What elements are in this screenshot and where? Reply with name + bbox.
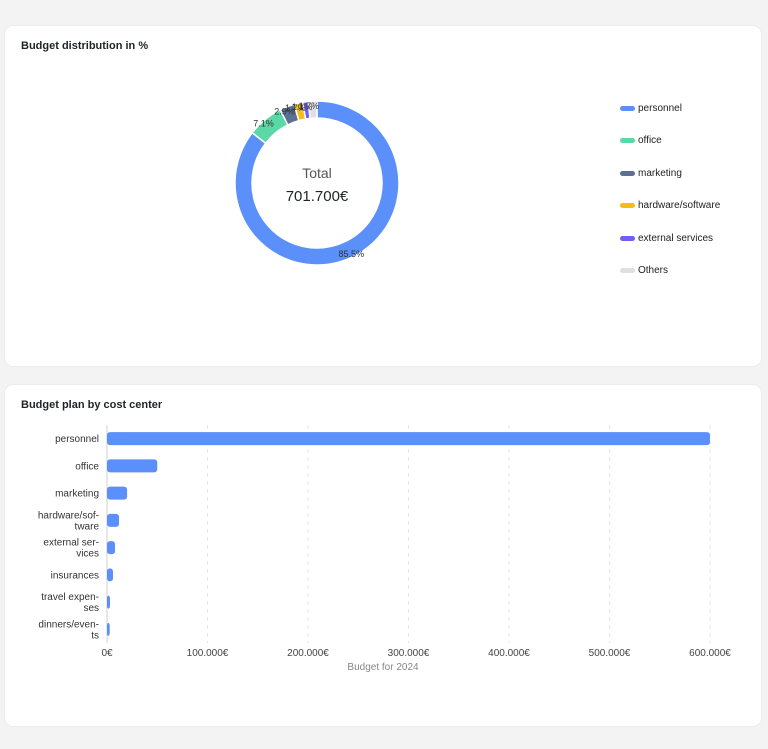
bar-personnel[interactable] xyxy=(107,432,710,446)
donut-slice-label: 85.5% xyxy=(339,249,365,259)
legend-label: office xyxy=(638,135,662,147)
bar-hardware-software[interactable] xyxy=(107,513,120,527)
legend-item-hardware-software[interactable]: hardware/software xyxy=(620,190,720,223)
bar-x-tick-label: 500.000€ xyxy=(589,648,631,659)
bar-category-label: hardware/sof-tware xyxy=(38,510,100,532)
legend-swatch xyxy=(620,105,635,111)
legend-label: external services xyxy=(638,232,714,244)
bar-x-tick-label: 300.000€ xyxy=(388,648,430,659)
bar-card-title: Budget plan by cost center xyxy=(21,399,163,411)
legend-swatch xyxy=(620,235,635,241)
donut-slice-personnel[interactable] xyxy=(234,100,400,266)
legend-label: hardware/software xyxy=(638,200,721,212)
donut-center-value: 701.700€ xyxy=(286,188,349,205)
legend-swatch xyxy=(620,170,635,176)
budget-distribution-card: Budget distribution in % 85.5% 7.1% 2.9% 1.… xyxy=(5,26,761,366)
legend-item-marketing[interactable]: marketing xyxy=(620,157,720,190)
bar-travel-expenses[interactable] xyxy=(107,595,111,609)
bar-category-label: office xyxy=(75,461,99,472)
donut-legend: personnel office marketing hardware/softwar… xyxy=(620,92,720,287)
bar-x-tick-label: 400.000€ xyxy=(488,648,530,659)
bar-category-label: marketing xyxy=(55,489,99,500)
legend-swatch xyxy=(620,203,635,209)
bar-office[interactable] xyxy=(107,459,158,473)
donut-card-title: Budget distribution in % xyxy=(21,40,149,52)
donut-slice-label: 1.7% xyxy=(299,101,320,111)
bar-category-label: travel expen-ses xyxy=(41,592,99,614)
donut-slice-others[interactable] xyxy=(307,100,318,120)
legend-swatch xyxy=(620,268,635,274)
donut-slice-label: 1.7% xyxy=(285,103,306,113)
budget-plan-card: Budget plan by cost center 0€ 100.000€ 200… xyxy=(5,385,761,726)
donut-center-label: Total xyxy=(302,165,332,181)
bar-category-label: personnel xyxy=(55,434,99,445)
donut-slice-label: 1.1% xyxy=(292,102,313,112)
bar-category-label: external ser-vices xyxy=(43,538,99,560)
bar-category-label: dinners/even-ts xyxy=(38,619,99,641)
donut-slice-label: 7.1% xyxy=(253,119,274,129)
legend-swatch xyxy=(620,138,635,144)
bar-x-tick-label: 600.000€ xyxy=(689,648,731,659)
legend-item-office[interactable]: office xyxy=(620,125,720,158)
bar-x-tick-label: 200.000€ xyxy=(287,648,329,659)
bar-x-tick-label: 100.000€ xyxy=(187,648,229,659)
legend-item-personnel[interactable]: personnel xyxy=(620,92,720,125)
bar-x-axis-label: Budget for 2024 xyxy=(347,662,419,673)
bar-category-label: insurances xyxy=(51,570,99,581)
donut-chart: 85.5%7.1%2.9%1.7%1.1%1.7% Total 701.700€ xyxy=(234,100,400,266)
bar-insurances[interactable] xyxy=(107,568,114,582)
legend-label: Others xyxy=(638,265,669,277)
bar-x-tick-label: 0€ xyxy=(101,648,113,659)
bar-marketing[interactable] xyxy=(107,486,128,500)
bar-chart: 0€ 100.000€ 200.000€ 300.000€ 400.000€ 500.00… xyxy=(38,425,731,673)
bar-dinners-events[interactable] xyxy=(107,622,110,636)
legend-label: marketing xyxy=(638,167,682,179)
legend-item-others[interactable]: Others xyxy=(620,255,720,288)
legend-item-external-services[interactable]: external services xyxy=(620,222,720,255)
legend-label: personnel xyxy=(638,102,682,114)
donut-slice-label: 2.9% xyxy=(274,106,295,116)
bar-external-services[interactable] xyxy=(107,541,116,555)
